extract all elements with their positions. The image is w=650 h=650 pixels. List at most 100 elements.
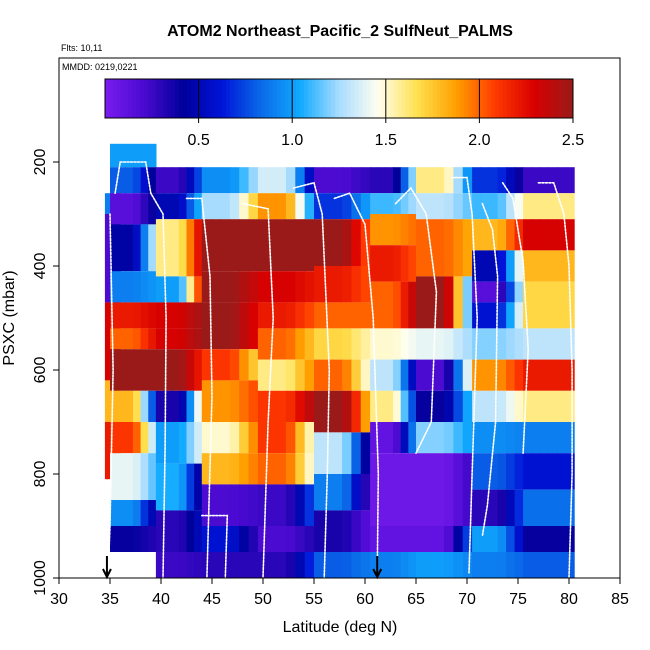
latitude-arrow [372, 556, 383, 580]
heatmap-cell [434, 193, 445, 220]
heatmap-cell [531, 281, 541, 329]
heatmap-cell [393, 526, 402, 552]
heatmap-cell [506, 390, 516, 422]
heatmap-cell [506, 302, 516, 329]
heatmap-cell [211, 219, 222, 272]
heatmap-cell [540, 489, 550, 526]
heatmap-cell [201, 422, 212, 454]
colorbar-segment [471, 79, 476, 118]
heatmap-cell [480, 219, 490, 251]
heatmap-cell [377, 422, 386, 454]
colorbar-segment [268, 79, 274, 118]
heatmap-cell [565, 422, 575, 454]
colorbar-segment [541, 79, 547, 118]
heatmap-cell [276, 484, 287, 526]
heatmap-cell [540, 390, 550, 422]
heatmap-cell [107, 302, 111, 381]
colorbar-segment [136, 79, 141, 118]
heatmap-cell [506, 526, 516, 552]
heatmap-cell [163, 193, 172, 220]
heatmap-cell [497, 281, 507, 303]
colorbar-segment [405, 79, 410, 118]
heatmap-cell [565, 167, 575, 194]
heatmap-cell [276, 359, 287, 391]
heatmap-cell [155, 219, 165, 277]
colorbar-segment [346, 79, 352, 118]
heatmap-cell [416, 219, 426, 277]
heatmap-cell [489, 167, 499, 194]
heatmap-cell [523, 453, 533, 490]
heatmap-cell [393, 193, 402, 214]
heatmap-cell [444, 276, 454, 329]
heatmap-cell [117, 167, 126, 194]
colorbar-segment [413, 79, 418, 118]
heatmap-cell [194, 167, 203, 194]
heatmap-cell [489, 526, 499, 552]
heatmap-cell [323, 302, 334, 329]
heatmap-cell [453, 328, 464, 360]
heatmap-cell [211, 167, 222, 194]
heatmap-cell [163, 552, 172, 578]
heatmap-cell [171, 463, 180, 511]
heatmap-cell [506, 167, 516, 194]
heatmap-cell [377, 526, 386, 552]
heatmap-cell [360, 266, 371, 303]
heatmap-cell [163, 349, 172, 391]
heatmap-cell [155, 167, 165, 194]
heatmap-cell [400, 193, 409, 214]
heatmap-cell [178, 219, 188, 277]
heatmap-cell [444, 526, 454, 552]
heatmap-cell [351, 474, 362, 511]
heatmap-cell [178, 302, 188, 329]
heatmap-cell [548, 250, 558, 282]
heatmap-cell [497, 328, 507, 360]
heatmap-cell [506, 328, 516, 360]
heatmap-cell [117, 271, 126, 303]
flight-tracks [107, 161, 573, 579]
x-tick-label: 45 [203, 591, 221, 608]
heatmap-cell [400, 214, 409, 246]
heatmap-cell [400, 526, 409, 552]
heatmap-cell [444, 328, 454, 360]
heatmap-cell [125, 349, 134, 391]
heatmap-cell [267, 422, 278, 454]
heatmap-cell [276, 453, 287, 485]
chart-title: ATOM2 Northeast_Pacific_2 SulfNeut_PALMS [167, 23, 513, 40]
colorbar-segment [424, 79, 430, 118]
heatmap-cell [497, 552, 507, 578]
x-tick-label: 50 [254, 591, 272, 608]
heatmap-cell [171, 349, 180, 391]
heatmap-cell [400, 552, 409, 578]
heatmap-cell [425, 359, 436, 391]
heatmap-cell [370, 526, 379, 552]
heatmap-cell [408, 552, 417, 578]
heatmap-cell [453, 167, 464, 194]
heatmap-cell [171, 390, 180, 422]
heatmap-cell [453, 552, 464, 578]
colorbar-segment [210, 79, 215, 118]
heatmap-cell [148, 526, 157, 552]
heatmap-cell [163, 219, 172, 277]
heatmap-cell [132, 193, 142, 225]
heatmap-cell [514, 250, 524, 282]
heatmap-cell [220, 453, 231, 485]
heatmap-cell [229, 484, 240, 526]
heatmap-cell [276, 526, 287, 552]
heatmap-cell [360, 474, 371, 511]
heatmap-cell [110, 224, 119, 272]
heatmap-cell [531, 390, 541, 422]
heatmap-cell [178, 463, 188, 511]
heatmap-cell [178, 328, 188, 350]
heatmap-cell [351, 359, 362, 391]
heatmap-cell [295, 328, 306, 360]
heatmap-cell [107, 214, 111, 303]
heatmap-cell [489, 302, 499, 329]
heatmap-cell [125, 167, 134, 194]
heatmap-cell [163, 167, 172, 194]
heatmap-cell [385, 214, 394, 246]
heatmap-cell [531, 167, 541, 194]
heatmap-cell [514, 526, 524, 552]
heatmap-cell [220, 349, 231, 381]
colorbar-segment [557, 79, 562, 118]
heatmap-cell [385, 422, 394, 454]
